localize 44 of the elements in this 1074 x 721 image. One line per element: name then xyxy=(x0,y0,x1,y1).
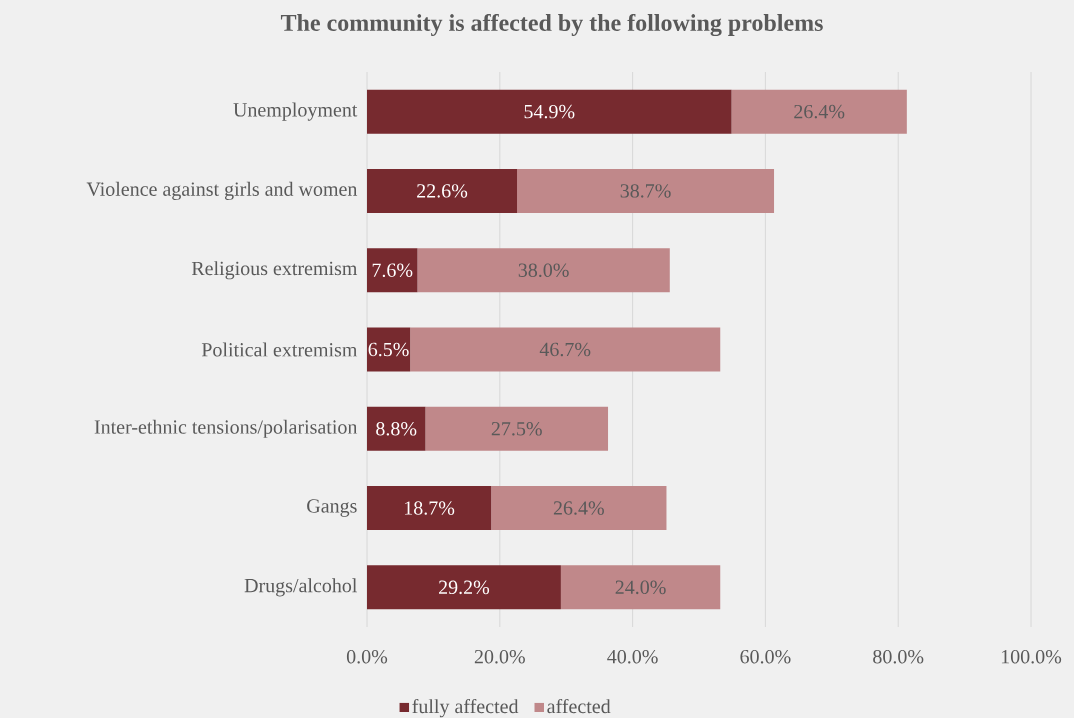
data-label: 26.4% xyxy=(794,104,845,119)
data-label: 24.0% xyxy=(615,580,666,594)
legend-label: affected xyxy=(547,698,611,714)
bar xyxy=(367,406,426,451)
bar xyxy=(425,406,609,451)
data-label: 38.7% xyxy=(620,183,671,198)
bar xyxy=(731,89,907,134)
legend-label: fully affected xyxy=(412,698,519,718)
bar xyxy=(491,485,667,530)
x-tick-label: 40.0% xyxy=(607,649,658,664)
y-tick-label: Inter-ethnic tensions/polarisation xyxy=(94,419,358,438)
y-tick-label: Violence against girls and women xyxy=(86,181,358,200)
y-tick-label: Drugs/alcohol xyxy=(244,578,357,597)
bar xyxy=(367,89,732,134)
data-label: 7.6% xyxy=(372,263,413,277)
data-label: 38.0% xyxy=(518,263,569,277)
data-label: 26.4% xyxy=(553,501,604,515)
bar xyxy=(417,248,670,293)
bar xyxy=(367,327,411,372)
bar xyxy=(367,565,561,610)
bar xyxy=(517,168,775,213)
data-label: 46.7% xyxy=(539,342,591,357)
bar xyxy=(367,485,492,530)
data-label: 54.9% xyxy=(524,104,575,119)
data-label: 29.2% xyxy=(439,580,490,594)
y-tick-label: Unemployment xyxy=(233,102,358,121)
data-label: 22.6% xyxy=(417,183,468,198)
y-tick-label: Gangs xyxy=(307,499,357,517)
y-tick-label: Religious extremism xyxy=(191,260,358,280)
x-tick-label: 60.0% xyxy=(740,649,791,664)
y-tick-label: Political extremism xyxy=(201,342,358,357)
data-label: 18.7% xyxy=(405,501,455,515)
x-tick-label: 20.0% xyxy=(474,649,525,664)
x-tick-label: 80.0% xyxy=(873,649,924,664)
data-label: 8.8% xyxy=(376,421,417,436)
bar xyxy=(560,565,721,610)
x-tick-label: 100.0% xyxy=(1001,649,1062,664)
x-tick-label: 0.0% xyxy=(346,649,388,664)
bar xyxy=(410,327,721,372)
bar xyxy=(367,168,518,213)
bar xyxy=(367,248,418,293)
data-label: 27.5% xyxy=(491,421,542,436)
data-label: 6.5% xyxy=(368,342,409,357)
chart-title: The community is affected by the following problems xyxy=(280,13,823,36)
